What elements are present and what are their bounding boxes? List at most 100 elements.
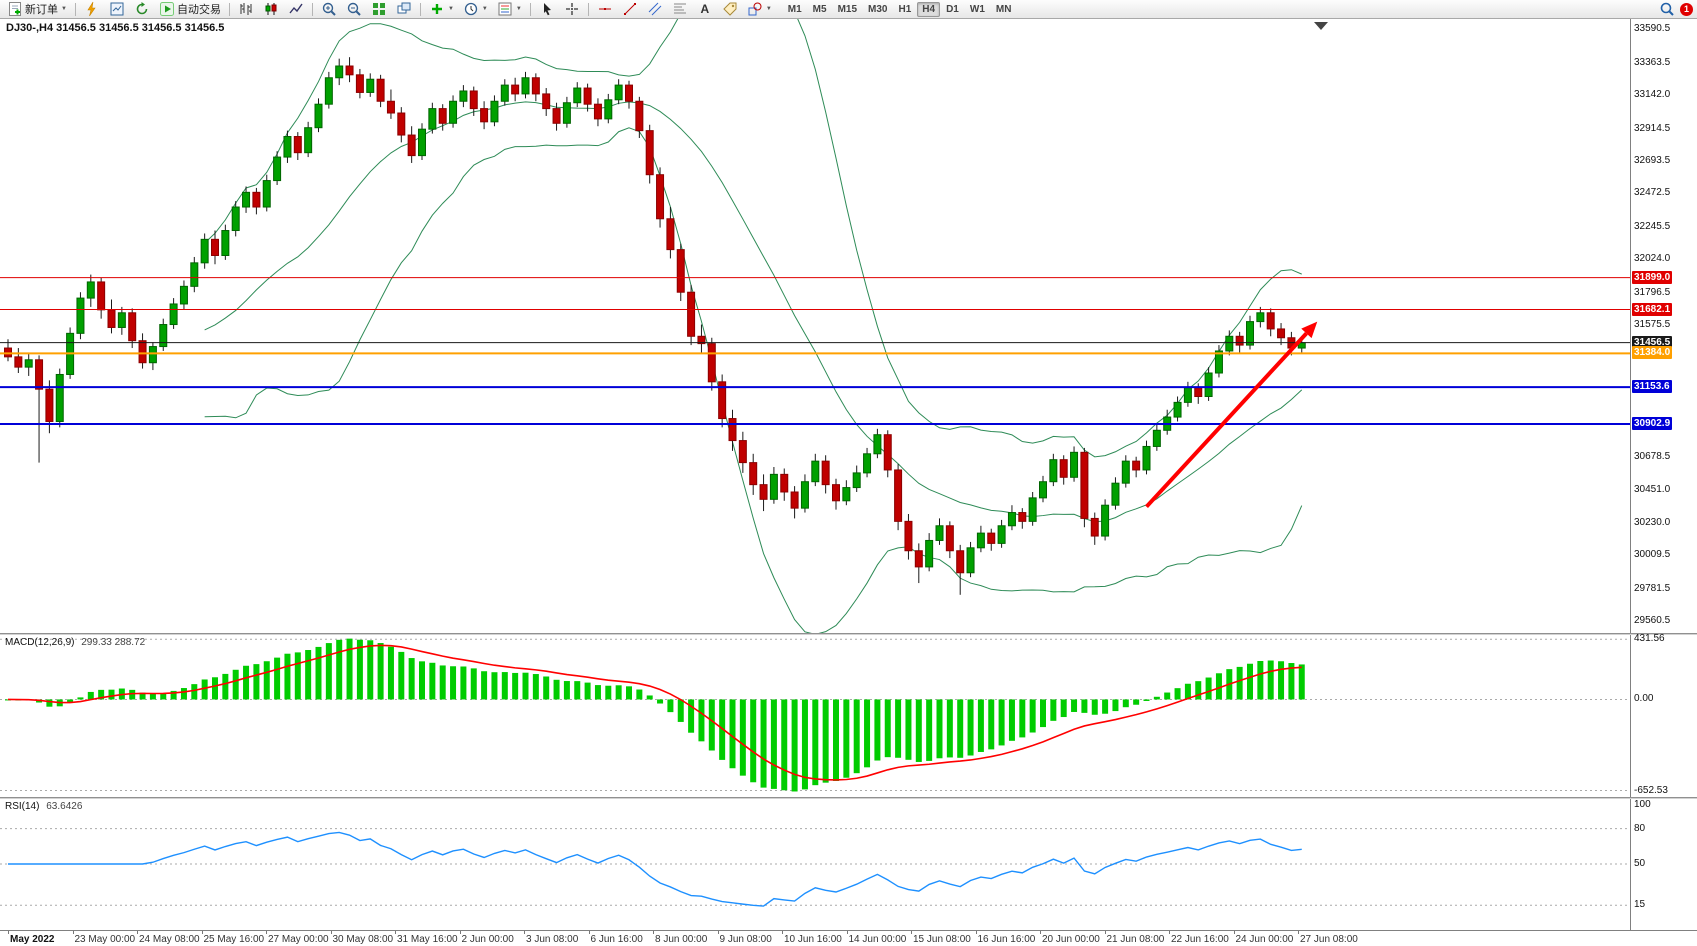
bollinger-middle-band[interactable] [204,101,1303,523]
macd-histogram-bar [822,699,829,783]
zoom-in-button[interactable] [317,1,341,18]
macd-axis[interactable]: 431.56 0.00 -652.53 [1630,633,1697,797]
line-chart-button[interactable] [284,1,308,18]
crosshair-tool-button[interactable] [560,1,584,18]
macd-histogram-bar [988,699,995,750]
search-button[interactable] [1655,1,1679,18]
timeframe-m30-button[interactable]: M30 [863,2,892,17]
trendline-tool-button[interactable] [618,1,642,18]
timeframe-m5-button[interactable]: M5 [808,2,832,17]
candle-body [1214,350,1223,374]
timeframe-m15-button[interactable]: M15 [833,2,862,17]
panel-resize-handle[interactable] [0,797,1697,799]
indicators-button[interactable]: ▼ [425,1,458,18]
macd-histogram-bar [129,689,136,700]
macd-histogram-bar [1298,664,1305,700]
macd-histogram-bar [108,689,115,700]
rsi-line [8,831,1302,907]
zoom-out-button[interactable] [342,1,366,18]
panel-resize-handle[interactable] [0,633,1697,635]
time-label: 27 Jun 08:00 [1300,934,1358,945]
macd-histogram-bar [667,699,674,713]
zoom-in-icon [321,1,337,17]
candle-body [211,238,219,256]
bollinger-upper-band[interactable] [204,19,1302,458]
shapes-icon [747,1,763,17]
chart-shift-marker[interactable] [1314,22,1328,30]
macd-histogram-bar [750,699,757,783]
candle-body [635,100,644,132]
equidistant-channel-icon [647,1,663,17]
new-order-button[interactable]: 新订单 ▼ [3,1,71,18]
bollinger-lower-band[interactable] [204,127,1303,633]
fibonacci-tool-button[interactable] [668,1,692,18]
periods-button[interactable]: ▼ [459,1,492,18]
text-tool-button[interactable]: A [693,1,717,18]
cursor-tool-button[interactable] [535,1,559,18]
market-watch-button[interactable] [105,1,129,18]
line-chart-icon [288,1,304,17]
timeframe-m1-button[interactable]: M1 [783,2,807,17]
time-tick [1298,931,1299,934]
templates-button[interactable]: ▼ [493,1,526,18]
candle-body [707,343,716,383]
auto-trading-button[interactable]: 自动交易 [155,1,225,18]
macd-canvas[interactable] [0,635,1630,797]
candle-body [1194,387,1203,398]
macd-histogram-bar [874,699,881,761]
candle-body [749,462,758,486]
timeframe-h1-button[interactable]: H1 [893,2,916,17]
toolbar-separator [419,2,421,16]
label-tool-button[interactable] [718,1,742,18]
metaeditor-button[interactable] [80,1,104,18]
timeframe-d1-button[interactable]: D1 [941,2,964,17]
price-tick-label: 30230.0 [1634,516,1671,528]
macd-title: MACD(12,26,9) [5,637,75,648]
rsi-axis[interactable]: 100 80 50 15 [1630,799,1697,930]
time-tick [1233,931,1235,934]
candle-body [86,281,95,299]
candle-body [314,103,323,129]
trend-arrow-line[interactable] [1145,331,1308,509]
tile-windows-button[interactable] [367,1,391,18]
bar-chart-button[interactable] [234,1,258,18]
macd-histogram-bar [1205,677,1212,700]
candle-body [945,525,954,552]
timeframe-h4-button[interactable]: H4 [917,1,941,17]
time-tick [717,931,719,934]
candle-body [179,285,188,305]
trend-arrow-head[interactable] [1301,321,1318,339]
time-tick [1104,931,1106,934]
price-chart-canvas[interactable] [0,19,1630,633]
candle-body [480,108,489,123]
refresh-button[interactable] [130,1,154,18]
macd-histogram-bar [626,686,632,700]
shapes-tool-button[interactable]: ▼ [743,1,776,18]
cascade-windows-button[interactable] [392,1,416,18]
timeframe-mn-button[interactable]: MN [991,2,1017,17]
macd-histogram-bar [584,682,591,700]
notification-badge[interactable]: 1 [1680,2,1693,16]
rsi-canvas[interactable] [0,799,1630,930]
candle-body [562,102,571,124]
macd-histogram-bar [719,699,726,760]
time-axis[interactable]: May 2022 23 May 00:00 24 May 08:00 25 May 1… [0,930,1697,946]
macd-histogram-bar [646,695,653,700]
candle-body [366,78,375,93]
candle-body [604,99,613,120]
time-label: 25 May 16:00 [203,934,265,945]
candlestick-chart-button[interactable] [259,1,283,18]
equidistant-channel-tool-button[interactable] [643,1,667,18]
chevron-down-icon: ▼ [481,6,488,12]
macd-histogram-bar [501,672,508,700]
horizontal-line-tool-button[interactable] [593,1,617,18]
candle-body [873,434,882,455]
candle-body [242,191,251,208]
macd-histogram-bar [1040,699,1046,728]
price-tick-label: 32024.0 [1634,253,1671,265]
price-axis[interactable]: 33590.5 33363.5 33142.0 32914.5 32693.5 32472… [1630,19,1697,633]
candle-body [645,130,654,176]
macd-histogram-bar [1019,699,1026,738]
timeframe-w1-button[interactable]: W1 [965,2,990,17]
candle-body [1132,460,1141,471]
